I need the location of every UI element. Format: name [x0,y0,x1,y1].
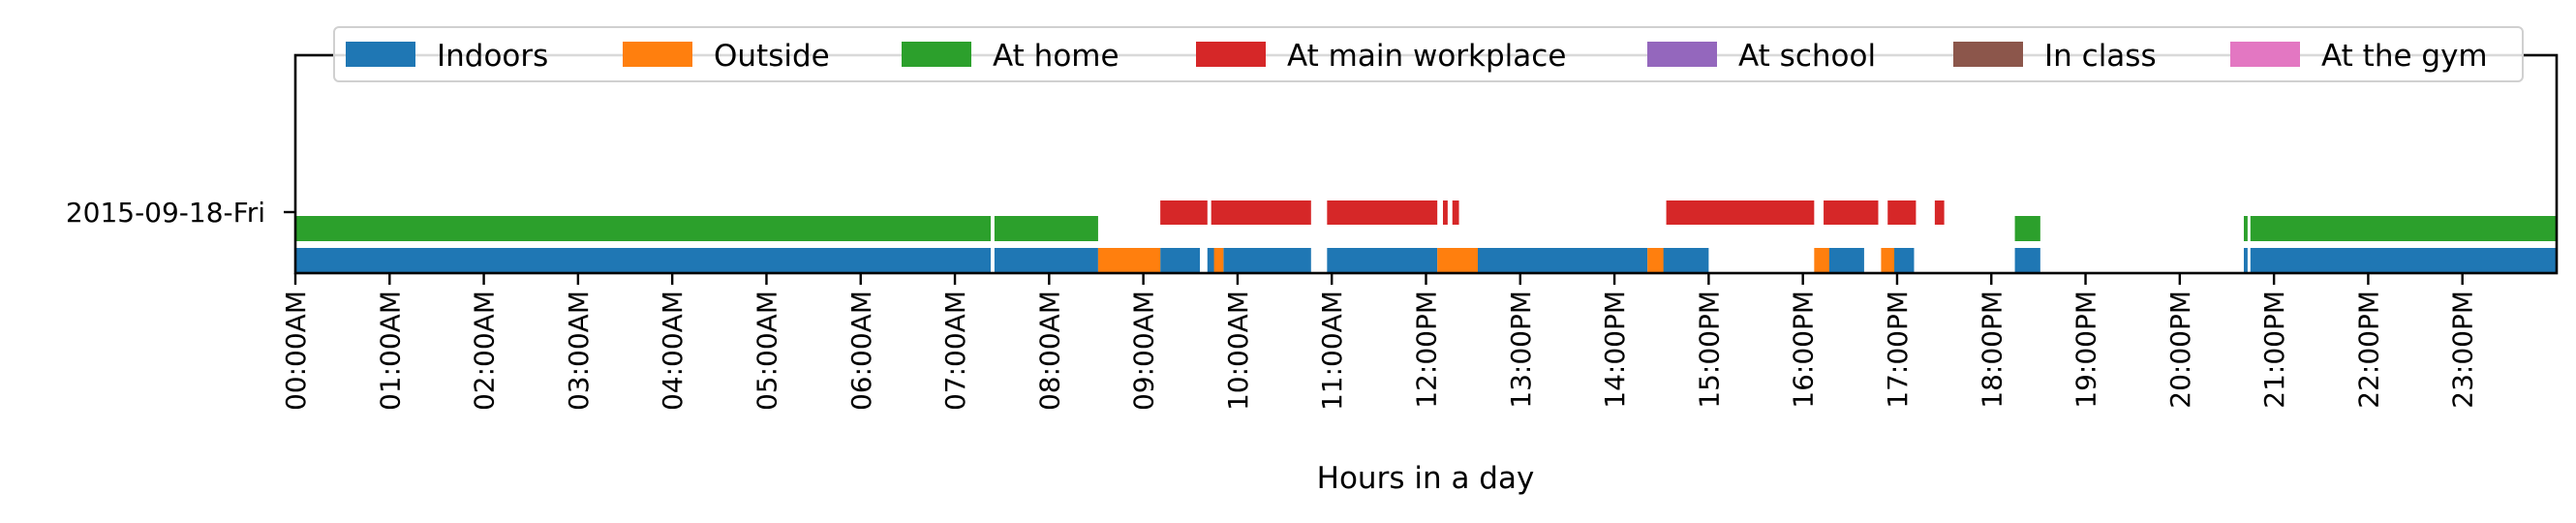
legend-swatch-at-the-gym [2230,42,2300,67]
bar-at-main-workplace-0 [1160,200,1208,225]
bar-at-main-workplace-4 [1452,200,1459,225]
x-tick-label: 08:00AM [1033,291,1065,411]
bar-at-home-4 [2250,216,2557,241]
legend-swatch-at-school [1647,42,1717,67]
x-tick-label: 02:00AM [469,291,501,411]
bar-at-home-3 [2243,216,2248,241]
x-tick-label: 09:00AM [1128,291,1160,411]
bar-outside-2 [1437,248,1479,273]
bar-at-main-workplace-3 [1443,200,1448,225]
bar-indoors-10 [2014,248,2040,273]
legend-label-in-class: In class [2044,39,2157,74]
bar-at-home-2 [2014,216,2040,241]
bar-at-home-1 [994,216,1098,241]
x-tick-label: 22:00PM [2352,291,2384,409]
bar-outside-4 [1814,248,1829,273]
bar-indoors-0 [295,248,992,273]
x-tick-label: 17:00PM [1882,291,1914,409]
bar-at-main-workplace-5 [1666,200,1815,225]
bar-at-main-workplace-7 [1887,200,1917,225]
x-tick-label: 03:00AM [563,291,595,411]
x-tick-label: 14:00PM [1599,291,1631,409]
x-tick-label: 15:00PM [1693,291,1725,409]
bar-outside-3 [1647,248,1664,273]
y-tick-label: 2015-09-18-Fri [66,197,265,229]
x-tick-label: 01:00AM [374,291,406,411]
x-tick-label: 12:00PM [1411,291,1443,409]
bar-indoors-3 [1207,248,1219,273]
legend-swatch-in-class [1953,42,2023,67]
x-tick-label: 05:00AM [751,291,782,411]
bar-indoors-2 [1160,248,1200,273]
legend-label-at-home: At home [993,39,1119,74]
bar-indoors-5 [1327,248,1438,273]
x-tick-label: 00:00AM [280,291,312,411]
x-tick-label: 18:00PM [1976,291,2008,409]
bar-indoors-1 [994,248,1098,273]
legend-frame [333,26,2524,82]
x-tick-label: 06:00AM [845,291,877,411]
legend-swatch-outside [623,42,692,67]
bar-at-home-0 [295,216,992,241]
legend-label-indoors: Indoors [437,39,548,74]
bar-indoors-4 [1223,248,1311,273]
legend-swatch-at-main-workplace [1196,42,1266,67]
bar-indoors-11 [2243,248,2248,273]
legend-label-at-main-workplace: At main workplace [1287,39,1566,74]
bar-indoors-6 [1475,248,1648,273]
interval-bars [295,200,2557,273]
x-tick-label: 16:00PM [1788,291,1820,409]
legend-label-at-the-gym: At the gym [2321,39,2488,74]
bar-indoors-7 [1661,248,1709,273]
bar-indoors-12 [2250,248,2557,273]
legend: Indoors Outside At home At main workplace At… [333,26,2524,82]
x-tick-label: 20:00PM [2164,291,2196,409]
x-axis-title: Hours in a day [1317,461,1535,496]
bar-outside-0 [1097,248,1161,273]
bar-outside-5 [1881,248,1895,273]
x-tick-label: 10:00AM [1222,291,1254,411]
bar-indoors-8 [1824,248,1864,273]
bar-at-main-workplace-6 [1824,200,1879,225]
x-tick-label: 21:00PM [2258,291,2290,409]
x-tick-label: 04:00AM [657,291,689,411]
legend-label-at-school: At school [1738,39,1876,74]
legend-swatch-indoors [346,42,415,67]
x-tick-label: 19:00PM [2070,291,2102,409]
x-tick-label: 23:00PM [2447,291,2479,409]
bar-at-main-workplace-8 [1934,200,1945,225]
x-axis-ticks: 00:00AM 01:00AM 02:00AM 03:00AM 04:00AM 05:00… [280,273,2479,411]
legend-label-outside: Outside [714,39,830,74]
x-tick-label: 11:00AM [1316,291,1348,411]
x-tick-label: 13:00PM [1505,291,1537,409]
bar-at-main-workplace-2 [1327,200,1438,225]
bar-outside-1 [1213,248,1224,273]
legend-swatch-at-home [902,42,971,67]
x-tick-label: 07:00AM [939,291,971,411]
y-axis-ticks: 2015-09-18-Fri [66,197,295,229]
bar-at-main-workplace-1 [1211,200,1311,225]
